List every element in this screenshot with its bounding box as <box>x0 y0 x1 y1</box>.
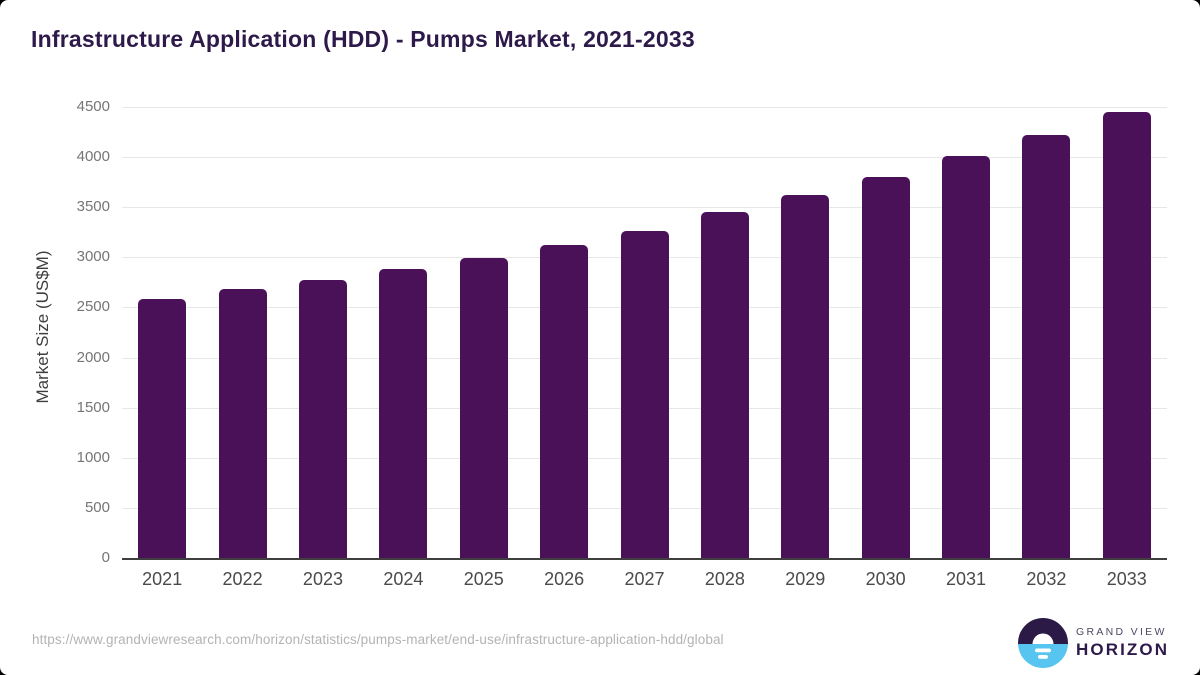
source-url: https://www.grandviewresearch.com/horizo… <box>32 632 724 647</box>
bar-2025 <box>459 258 508 558</box>
gridline-3500 <box>122 207 1167 209</box>
x-tick-2024: 2024 <box>383 569 424 589</box>
bar-2023 <box>298 280 347 558</box>
logo-horizon-text: HORIZON <box>1076 640 1170 659</box>
grand-view-horizon-logo: GRAND VIEW HORIZON <box>1018 618 1169 668</box>
y-tick-500: 500 <box>84 499 110 516</box>
gridline-4500 <box>122 107 1167 108</box>
bar-2021 <box>138 299 187 558</box>
y-tick-2000: 2000 <box>76 349 110 366</box>
y-tick-4000: 4000 <box>76 148 110 165</box>
y-axis-title-label: Market Size (US$M) <box>33 250 52 404</box>
x-tick-2022: 2022 <box>222 569 263 589</box>
x-tick-2029: 2029 <box>785 569 826 589</box>
bar-2022 <box>218 289 267 558</box>
logo-grand-view-text: GRAND VIEW <box>1076 626 1167 638</box>
gridline-4000 <box>122 157 1167 159</box>
y-tick-1500: 1500 <box>76 399 110 416</box>
x-tick-2023: 2023 <box>302 569 343 589</box>
bar-2028 <box>700 212 749 558</box>
bar-2033 <box>1102 112 1151 558</box>
x-tick-2032: 2032 <box>1026 569 1067 589</box>
y-tick-2500: 2500 <box>76 298 110 315</box>
y-tick-1000: 1000 <box>76 449 110 466</box>
y-tick-0: 0 <box>101 549 110 566</box>
bar-2030 <box>861 177 910 558</box>
x-tick-2027: 2027 <box>624 569 665 589</box>
y-tick-3000: 3000 <box>76 248 110 265</box>
bar-2026 <box>540 245 589 558</box>
x-tick-2025: 2025 <box>463 569 504 589</box>
x-tick-2031: 2031 <box>946 569 987 589</box>
x-tick-2021: 2021 <box>142 569 183 589</box>
x-tick-2028: 2028 <box>704 569 745 589</box>
bar-2031 <box>942 156 991 558</box>
bar-2024 <box>379 269 428 558</box>
bar-2027 <box>620 231 669 558</box>
y-tick-4500: 4500 <box>76 98 110 115</box>
x-tick-2030: 2030 <box>865 569 906 589</box>
bar-2029 <box>781 195 830 558</box>
y-tick-3500: 3500 <box>76 198 110 215</box>
chart-title: Infrastructure Application (HDD) - Pumps… <box>31 26 695 52</box>
horizon-sun-icon <box>1018 618 1068 668</box>
x-tick-2026: 2026 <box>544 569 585 589</box>
plot-area <box>122 107 1167 560</box>
logo-wordmark: GRAND VIEW HORIZON <box>1076 626 1169 660</box>
bar-2032 <box>1022 135 1071 558</box>
x-tick-2033: 2033 <box>1106 569 1147 589</box>
